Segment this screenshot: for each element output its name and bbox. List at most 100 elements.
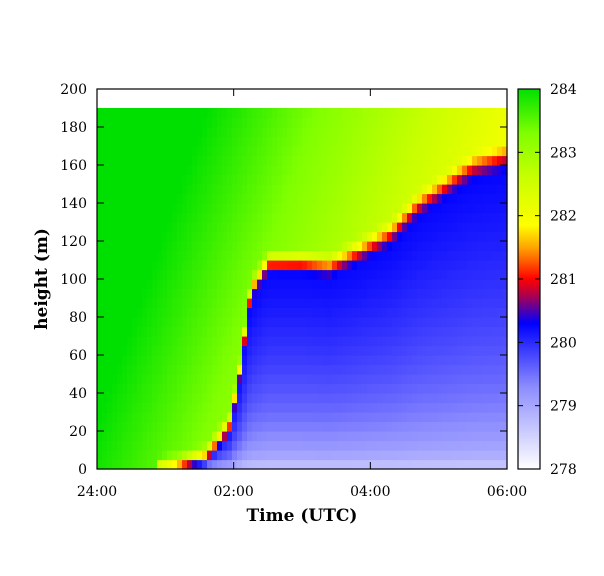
heatmap-cell — [262, 345, 268, 356]
heatmap-cell — [312, 412, 318, 423]
heatmap-cell — [312, 193, 318, 204]
heatmap-cell — [302, 136, 308, 147]
heatmap-cell — [502, 250, 508, 261]
heatmap-cell — [262, 260, 268, 271]
heatmap-cell — [367, 146, 373, 157]
heatmap-cell — [267, 317, 273, 328]
heatmap-cell — [407, 336, 413, 347]
heatmap-cell — [157, 288, 163, 299]
heatmap-cell — [157, 269, 163, 280]
heatmap-cell — [442, 307, 448, 318]
heatmap-cell — [302, 345, 308, 356]
heatmap-cell — [402, 421, 408, 432]
heatmap-cell — [232, 317, 238, 328]
heatmap-cell — [347, 108, 353, 119]
heatmap-cell — [352, 345, 358, 356]
heatmap-cell — [432, 317, 438, 328]
heatmap-cell — [227, 222, 233, 233]
heatmap-cell — [362, 431, 368, 442]
heatmap-cell — [152, 307, 158, 318]
heatmap-cell — [327, 127, 333, 138]
heatmap-cell — [337, 222, 343, 233]
heatmap-cell — [297, 355, 303, 366]
heatmap-cell — [472, 421, 478, 432]
heatmap-cell — [452, 374, 458, 385]
heatmap-cell — [112, 412, 118, 423]
heatmap-cell — [237, 459, 243, 470]
heatmap-cell — [307, 165, 313, 176]
heatmap-cell — [472, 136, 478, 147]
heatmap-cell — [377, 127, 383, 138]
heatmap-cell — [117, 326, 123, 337]
heatmap-cell — [302, 231, 308, 242]
heatmap-cell — [287, 117, 293, 128]
heatmap-cell — [352, 184, 358, 195]
heatmap-cell — [372, 108, 378, 119]
heatmap-cell — [317, 241, 323, 252]
heatmap-cell — [292, 269, 298, 280]
heatmap-cell — [102, 459, 108, 470]
heatmap-cell — [127, 345, 133, 356]
heatmap-cell — [357, 374, 363, 385]
heatmap-cell — [482, 431, 488, 442]
heatmap-cell — [102, 184, 108, 195]
heatmap-cell — [302, 440, 308, 451]
heatmap-cell — [157, 222, 163, 233]
heatmap-cell — [172, 383, 178, 394]
heatmap-cell — [452, 174, 458, 185]
heatmap-cell — [307, 108, 313, 119]
heatmap-cell — [192, 174, 198, 185]
heatmap-cell — [187, 450, 193, 461]
heatmap-cell — [327, 383, 333, 394]
heatmap-cell — [97, 241, 103, 252]
heatmap-cell — [297, 307, 303, 318]
heatmap-cell — [247, 203, 253, 214]
heatmap-cell — [117, 431, 123, 442]
heatmap-cell — [482, 383, 488, 394]
heatmap-cell — [202, 421, 208, 432]
heatmap-cell — [112, 165, 118, 176]
heatmap-cell — [292, 212, 298, 223]
heatmap-cell — [402, 383, 408, 394]
heatmap-cell — [352, 431, 358, 442]
heatmap-cell — [487, 402, 493, 413]
heatmap-cell — [472, 431, 478, 442]
heatmap-cell — [427, 450, 433, 461]
heatmap-cell — [202, 288, 208, 299]
heatmap-cell — [282, 127, 288, 138]
heatmap-cell — [392, 440, 398, 451]
heatmap-cell — [372, 279, 378, 290]
heatmap-cell — [427, 241, 433, 252]
heatmap-cell — [322, 402, 328, 413]
heatmap-cell — [332, 440, 338, 451]
heatmap-cell — [487, 203, 493, 214]
heatmap-cell — [337, 203, 343, 214]
heatmap-cell — [97, 355, 103, 366]
heatmap-cell — [367, 364, 373, 375]
heatmap-cell — [242, 117, 248, 128]
heatmap-cell — [102, 450, 108, 461]
heatmap-cell — [417, 241, 423, 252]
heatmap-cell — [187, 260, 193, 271]
heatmap-cell — [477, 279, 483, 290]
heatmap-cell — [182, 307, 188, 318]
heatmap-cell — [137, 117, 143, 128]
heatmap-cell — [107, 155, 113, 166]
heatmap-cell — [132, 307, 138, 318]
heatmap-cell — [97, 212, 103, 223]
heatmap-cell — [222, 174, 228, 185]
heatmap-cell — [387, 136, 393, 147]
heatmap-cell — [112, 203, 118, 214]
heatmap-cell — [337, 326, 343, 337]
heatmap-cell — [337, 336, 343, 347]
heatmap-cell — [347, 155, 353, 166]
heatmap-cell — [447, 298, 453, 309]
heatmap-cell — [457, 364, 463, 375]
heatmap-cell — [392, 241, 398, 252]
heatmap-cell — [497, 193, 503, 204]
heatmap-cell — [457, 459, 463, 470]
heatmap-cell — [427, 288, 433, 299]
heatmap-cell — [247, 222, 253, 233]
heatmap-cell — [222, 336, 228, 347]
heatmap-cell — [387, 374, 393, 385]
